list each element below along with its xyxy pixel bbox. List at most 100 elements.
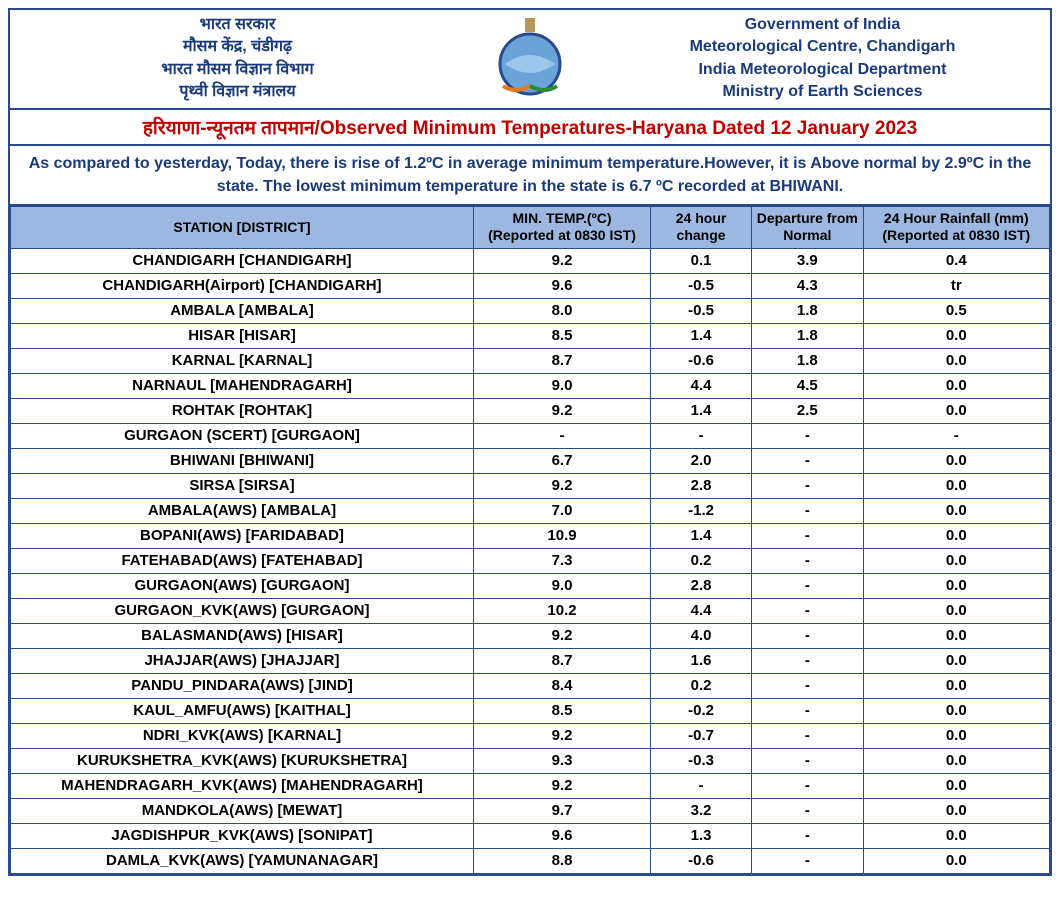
cell-rainfall: 0.0	[863, 398, 1049, 423]
cell-min-temp: -	[473, 423, 650, 448]
cell-departure: -	[752, 848, 864, 873]
table-row: ROHTAK [ROHTAK]9.21.42.50.0	[11, 398, 1050, 423]
cell-rainfall: 0.0	[863, 473, 1049, 498]
cell-station: BALASMAND(AWS) [HISAR]	[11, 623, 474, 648]
cell-rainfall: 0.0	[863, 673, 1049, 698]
cell-rainfall: 0.0	[863, 573, 1049, 598]
cell-station: NARNAUL [MAHENDRAGARH]	[11, 373, 474, 398]
cell-departure: 4.5	[752, 373, 864, 398]
cell-change: 1.4	[651, 523, 752, 548]
cell-min-temp: 7.3	[473, 548, 650, 573]
cell-rainfall: 0.0	[863, 798, 1049, 823]
cell-min-temp: 9.6	[473, 823, 650, 848]
table-row: KAUL_AMFU(AWS) [KAITHAL]8.5-0.2-0.0	[11, 698, 1050, 723]
cell-min-temp: 8.4	[473, 673, 650, 698]
cell-station: GURGAON(AWS) [GURGAON]	[11, 573, 474, 598]
cell-change: 1.4	[651, 398, 752, 423]
cell-departure: 3.9	[752, 248, 864, 273]
table-row: BHIWANI [BHIWANI]6.72.0-0.0	[11, 448, 1050, 473]
table-row: KARNAL [KARNAL]8.7-0.61.80.0	[11, 348, 1050, 373]
cell-min-temp: 9.0	[473, 573, 650, 598]
cell-change: 0.1	[651, 248, 752, 273]
cell-min-temp: 8.5	[473, 698, 650, 723]
table-row: AMBALA(AWS) [AMBALA]7.0-1.2-0.0	[11, 498, 1050, 523]
cell-rainfall: 0.0	[863, 773, 1049, 798]
table-row: CHANDIGARH [CHANDIGARH]9.20.13.90.4	[11, 248, 1050, 273]
cell-station: HISAR [HISAR]	[11, 323, 474, 348]
cell-departure: -	[752, 623, 864, 648]
header-row: भारत सरकार मौसम केंद्र, चंडीगढ़ भारत मौस…	[10, 10, 1050, 110]
header-left: भारत सरकार मौसम केंद्र, चंडीगढ़ भारत मौस…	[10, 10, 465, 108]
cell-station: SIRSA [SIRSA]	[11, 473, 474, 498]
cell-change: 1.4	[651, 323, 752, 348]
cell-rainfall: 0.0	[863, 523, 1049, 548]
cell-change: 2.8	[651, 573, 752, 598]
table-row: KURUKSHETRA_KVK(AWS) [KURUKSHETRA]9.3-0.…	[11, 748, 1050, 773]
cell-station: AMBALA(AWS) [AMBALA]	[11, 498, 474, 523]
title-english: Observed Minimum Temperatures-Haryana Da…	[320, 118, 917, 139]
header-right-line: India Meteorological Department	[601, 59, 1044, 81]
cell-min-temp: 9.0	[473, 373, 650, 398]
cell-change: 4.4	[651, 373, 752, 398]
cell-change: -1.2	[651, 498, 752, 523]
cell-rainfall: 0.0	[863, 823, 1049, 848]
cell-rainfall: 0.0	[863, 648, 1049, 673]
cell-departure: -	[752, 773, 864, 798]
cell-station: KAUL_AMFU(AWS) [KAITHAL]	[11, 698, 474, 723]
cell-station: CHANDIGARH(Airport) [CHANDIGARH]	[11, 273, 474, 298]
cell-rainfall: 0.0	[863, 698, 1049, 723]
cell-change: -	[651, 423, 752, 448]
cell-station: FATEHABAD(AWS) [FATEHABAD]	[11, 548, 474, 573]
cell-station: BHIWANI [BHIWANI]	[11, 448, 474, 473]
cell-station: AMBALA [AMBALA]	[11, 298, 474, 323]
cell-departure: -	[752, 548, 864, 573]
col-station: STATION [DISTRICT]	[11, 206, 474, 248]
cell-departure: -	[752, 798, 864, 823]
cell-min-temp: 10.2	[473, 598, 650, 623]
col-change: 24 hour change	[651, 206, 752, 248]
temperature-table: STATION [DISTRICT] MIN. TEMP.(ºC) (Repor…	[10, 206, 1050, 874]
table-row: NARNAUL [MAHENDRAGARH]9.04.44.50.0	[11, 373, 1050, 398]
cell-min-temp: 9.2	[473, 473, 650, 498]
cell-rainfall: -	[863, 423, 1049, 448]
header-right-line: Ministry of Earth Sciences	[601, 81, 1044, 103]
cell-rainfall: 0.4	[863, 248, 1049, 273]
cell-change: -0.6	[651, 848, 752, 873]
cell-min-temp: 6.7	[473, 448, 650, 473]
cell-change: 2.0	[651, 448, 752, 473]
table-header: STATION [DISTRICT] MIN. TEMP.(ºC) (Repor…	[11, 206, 1050, 248]
cell-station: JAGDISHPUR_KVK(AWS) [SONIPAT]	[11, 823, 474, 848]
table-row: JHAJJAR(AWS) [JHAJJAR]8.71.6-0.0	[11, 648, 1050, 673]
cell-change: 2.8	[651, 473, 752, 498]
table-row: CHANDIGARH(Airport) [CHANDIGARH]9.6-0.54…	[11, 273, 1050, 298]
cell-station: GURGAON (SCERT) [GURGAON]	[11, 423, 474, 448]
table-row: NDRI_KVK(AWS) [KARNAL]9.2-0.7-0.0	[11, 723, 1050, 748]
cell-departure: 1.8	[752, 348, 864, 373]
cell-departure: -	[752, 748, 864, 773]
cell-min-temp: 9.2	[473, 248, 650, 273]
cell-change: -0.3	[651, 748, 752, 773]
cell-departure: -	[752, 648, 864, 673]
header-left-line: भारत सरकार	[16, 14, 459, 36]
cell-departure: -	[752, 473, 864, 498]
cell-station: CHANDIGARH [CHANDIGARH]	[11, 248, 474, 273]
cell-departure: -	[752, 673, 864, 698]
header-right-line: Meteorological Centre, Chandigarh	[601, 36, 1044, 58]
cell-station: DAMLA_KVK(AWS) [YAMUNANAGAR]	[11, 848, 474, 873]
cell-rainfall: 0.0	[863, 548, 1049, 573]
cell-change: -0.5	[651, 298, 752, 323]
cell-station: PANDU_PINDARA(AWS) [JIND]	[11, 673, 474, 698]
cell-rainfall: 0.0	[863, 623, 1049, 648]
cell-min-temp: 9.3	[473, 748, 650, 773]
cell-rainfall: 0.0	[863, 848, 1049, 873]
cell-min-temp: 9.2	[473, 773, 650, 798]
cell-change: 1.6	[651, 648, 752, 673]
cell-min-temp: 8.7	[473, 348, 650, 373]
cell-rainfall: 0.0	[863, 498, 1049, 523]
header-right: Government of India Meteorological Centr…	[595, 10, 1050, 108]
cell-rainfall: 0.0	[863, 323, 1049, 348]
cell-departure: -	[752, 598, 864, 623]
cell-departure: -	[752, 573, 864, 598]
cell-rainfall: tr	[863, 273, 1049, 298]
imd-emblem-icon	[485, 16, 575, 101]
